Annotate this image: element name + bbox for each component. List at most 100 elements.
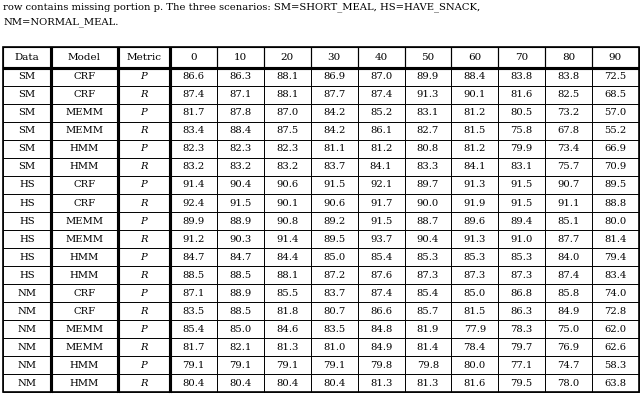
Bar <box>170 374 217 392</box>
Bar <box>498 176 545 194</box>
Bar <box>264 68 311 86</box>
Bar <box>3 68 51 86</box>
Bar <box>170 86 217 104</box>
Bar <box>498 374 545 392</box>
Bar <box>51 86 118 104</box>
Text: 90.4: 90.4 <box>417 234 439 243</box>
Bar <box>264 194 311 212</box>
Text: NM: NM <box>17 307 36 316</box>
Text: 58.3: 58.3 <box>604 361 627 370</box>
Bar <box>592 122 639 140</box>
Bar <box>358 68 404 86</box>
Text: P: P <box>141 72 147 82</box>
Bar <box>51 212 118 230</box>
Text: 60: 60 <box>468 53 481 62</box>
Bar <box>545 374 592 392</box>
Bar <box>51 338 118 356</box>
Bar <box>451 122 498 140</box>
Text: 83.8: 83.8 <box>557 72 580 82</box>
Text: 75.7: 75.7 <box>557 162 580 171</box>
Bar <box>118 338 170 356</box>
Bar <box>592 266 639 284</box>
Text: 86.8: 86.8 <box>511 288 532 297</box>
Text: 85.0: 85.0 <box>323 253 346 262</box>
Text: 84.1: 84.1 <box>370 162 392 171</box>
Text: SM: SM <box>19 126 36 136</box>
Text: 89.4: 89.4 <box>511 217 533 225</box>
Bar <box>498 86 545 104</box>
Text: 62.6: 62.6 <box>604 342 627 351</box>
Text: 30: 30 <box>328 53 341 62</box>
Text: 88.9: 88.9 <box>230 217 252 225</box>
Bar <box>358 176 404 194</box>
Text: 74.7: 74.7 <box>557 361 580 370</box>
Text: 87.3: 87.3 <box>463 271 486 279</box>
Text: 86.6: 86.6 <box>370 307 392 316</box>
Bar <box>592 140 639 158</box>
Bar <box>118 374 170 392</box>
Bar <box>170 338 217 356</box>
Bar <box>217 104 264 122</box>
Text: 80.0: 80.0 <box>463 361 486 370</box>
Bar <box>51 266 118 284</box>
Text: 89.9: 89.9 <box>417 72 439 82</box>
Text: 91.5: 91.5 <box>229 199 252 208</box>
Bar <box>51 122 118 140</box>
Text: CRF: CRF <box>73 199 95 208</box>
Bar <box>264 212 311 230</box>
Text: R: R <box>140 271 148 279</box>
Bar <box>358 122 404 140</box>
Text: 62.0: 62.0 <box>604 325 627 333</box>
Text: 83.2: 83.2 <box>182 162 205 171</box>
Bar <box>51 140 118 158</box>
Bar <box>118 212 170 230</box>
Bar <box>311 140 358 158</box>
Text: 88.1: 88.1 <box>276 72 299 82</box>
Bar <box>118 194 170 212</box>
Bar <box>217 122 264 140</box>
Bar <box>545 356 592 374</box>
Bar <box>592 338 639 356</box>
Bar <box>358 302 404 320</box>
Text: 79.4: 79.4 <box>604 253 627 262</box>
Bar <box>358 158 404 176</box>
Bar <box>451 104 498 122</box>
Text: 84.6: 84.6 <box>276 325 299 333</box>
Bar <box>3 212 51 230</box>
Bar <box>51 230 118 248</box>
Text: 82.5: 82.5 <box>557 91 580 100</box>
Bar <box>451 176 498 194</box>
Bar <box>217 194 264 212</box>
Text: 88.5: 88.5 <box>230 271 252 279</box>
Text: 73.2: 73.2 <box>557 108 580 117</box>
Text: 85.7: 85.7 <box>417 307 439 316</box>
Bar <box>592 158 639 176</box>
Text: R: R <box>140 234 148 243</box>
Bar <box>118 248 170 266</box>
Text: 85.4: 85.4 <box>370 253 392 262</box>
Bar <box>311 47 358 68</box>
Text: 79.1: 79.1 <box>323 361 346 370</box>
Text: 91.4: 91.4 <box>276 234 299 243</box>
Text: 81.7: 81.7 <box>182 342 205 351</box>
Text: 55.2: 55.2 <box>604 126 627 136</box>
Bar <box>545 86 592 104</box>
Bar <box>358 356 404 374</box>
Text: 85.3: 85.3 <box>463 253 486 262</box>
Text: 91.2: 91.2 <box>182 234 205 243</box>
Bar <box>404 47 451 68</box>
Text: 91.5: 91.5 <box>323 180 346 190</box>
Text: 85.4: 85.4 <box>417 288 439 297</box>
Text: HMM: HMM <box>70 379 99 388</box>
Text: 82.1: 82.1 <box>229 342 252 351</box>
Bar <box>3 374 51 392</box>
Bar <box>217 356 264 374</box>
Bar <box>451 68 498 86</box>
Text: P: P <box>141 145 147 154</box>
Text: 86.1: 86.1 <box>370 126 392 136</box>
Text: 81.6: 81.6 <box>463 379 486 388</box>
Bar <box>451 284 498 302</box>
Text: 66.9: 66.9 <box>604 145 627 154</box>
Bar <box>51 104 118 122</box>
Bar <box>217 140 264 158</box>
